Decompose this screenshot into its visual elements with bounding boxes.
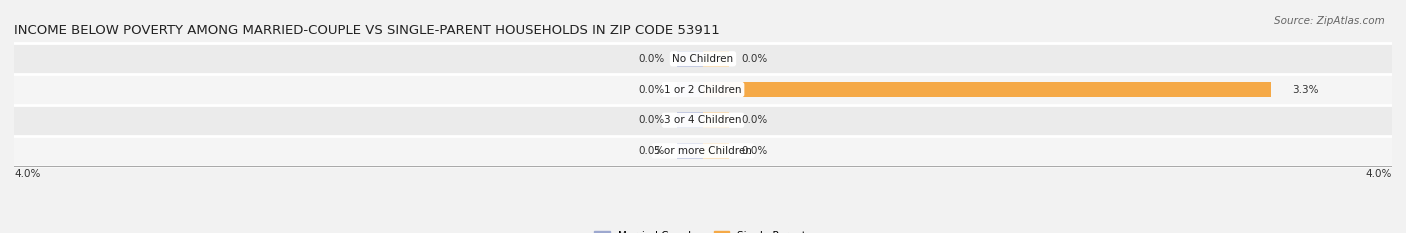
Text: 0.0%: 0.0% [638, 115, 665, 125]
Text: 3 or 4 Children: 3 or 4 Children [664, 115, 742, 125]
Bar [14, 44, 1392, 74]
Bar [678, 112, 703, 128]
Bar [703, 51, 728, 67]
Text: Source: ZipAtlas.com: Source: ZipAtlas.com [1274, 16, 1385, 26]
Bar [14, 105, 1392, 136]
Bar [703, 112, 728, 128]
Text: 4.0%: 4.0% [1365, 169, 1392, 179]
Bar [703, 82, 1271, 97]
Text: 4.0%: 4.0% [14, 169, 41, 179]
Text: 5 or more Children: 5 or more Children [654, 146, 752, 156]
Text: 1 or 2 Children: 1 or 2 Children [664, 85, 742, 95]
Text: 0.0%: 0.0% [741, 54, 768, 64]
Text: 0.0%: 0.0% [638, 85, 665, 95]
Bar [678, 51, 703, 67]
Bar [678, 143, 703, 159]
Text: 0.0%: 0.0% [638, 54, 665, 64]
Text: 0.0%: 0.0% [741, 146, 768, 156]
Bar [703, 143, 728, 159]
Bar [678, 82, 703, 97]
Text: 0.0%: 0.0% [638, 146, 665, 156]
Bar [14, 74, 1392, 105]
Bar [14, 136, 1392, 166]
Legend: Married Couples, Single Parents: Married Couples, Single Parents [595, 231, 811, 233]
Text: No Children: No Children [672, 54, 734, 64]
Text: 0.0%: 0.0% [741, 115, 768, 125]
Text: 3.3%: 3.3% [1292, 85, 1319, 95]
Text: INCOME BELOW POVERTY AMONG MARRIED-COUPLE VS SINGLE-PARENT HOUSEHOLDS IN ZIP COD: INCOME BELOW POVERTY AMONG MARRIED-COUPL… [14, 24, 720, 37]
